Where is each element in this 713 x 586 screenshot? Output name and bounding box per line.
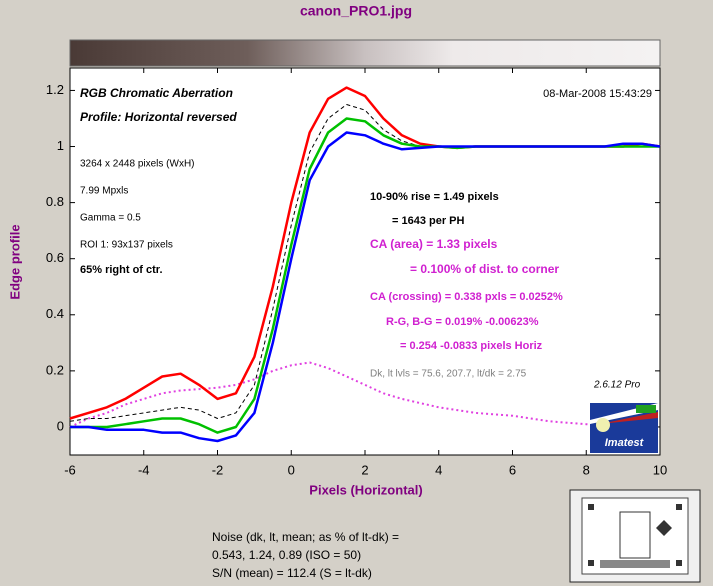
y-tick-label: 0.2	[46, 362, 64, 377]
y-tick-label: 0.6	[46, 250, 64, 265]
annotation: = 0.100% of dist. to corner	[410, 262, 559, 276]
imatest-logo: Imatest	[590, 403, 658, 453]
y-tick-label: 1.2	[46, 82, 64, 97]
chart-title: canon_PRO1.jpg	[300, 3, 412, 19]
thumbnail	[569, 489, 701, 583]
y-tick-label: 0.4	[46, 306, 64, 321]
annotation: 3264 x 2448 pixels (WxH)	[80, 159, 195, 170]
thumbnail-shape	[600, 560, 670, 568]
logo-stripe	[600, 412, 658, 424]
x-tick-label: -2	[212, 462, 224, 477]
version: 2.6.12 Pro	[593, 380, 641, 391]
plot: -6 -4 -2 0 2 4 6 8 10 0 0.2 0.4 0.6 0.8 1 1.2	[46, 68, 667, 477]
thumbnail-shape	[588, 560, 594, 566]
note: Noise (dk, lt, mean; as % of lt-dk) =	[212, 530, 399, 544]
logo-sun	[596, 418, 610, 432]
y-axis-label: Edge profile	[7, 224, 22, 299]
x-tick-label: -4	[138, 462, 150, 477]
thumbnail-shape	[619, 511, 651, 559]
x-tick-label: 8	[583, 462, 590, 477]
y-tick-label: 0.8	[46, 194, 64, 209]
x-tick-label: 6	[509, 462, 516, 477]
thumbnail-shape	[588, 504, 594, 510]
logo-text: Imatest	[605, 437, 645, 449]
annotation: 65% right of ctr.	[80, 264, 163, 276]
x-tick-label: -6	[64, 462, 76, 477]
annotation: 7.99 Mpxls	[80, 186, 128, 197]
annotation: Dk, lt lvls = 75.6, 207.7, lt/dk = 2.75	[370, 369, 527, 380]
x-tick-label: 0	[288, 462, 295, 477]
series-line	[69, 361, 661, 431]
thumbnail-shape	[676, 560, 682, 566]
annotation: Profile: Horizontal reversed	[80, 110, 237, 124]
y-tick-label: 1	[57, 138, 64, 153]
annotation: CA (area) = 1.33 pixels	[370, 237, 498, 251]
note: 0.543, 1.24, 0.89 (ISO = 50)	[212, 548, 361, 562]
thumbnail-shape	[676, 504, 682, 510]
series-line	[70, 131, 661, 443]
plot-area	[69, 67, 661, 456]
y-tick-label: 0	[57, 418, 64, 433]
edge-strip	[69, 39, 661, 67]
annotation: 08-Mar-2008 15:43:29	[543, 88, 652, 100]
x-tick-label: 10	[653, 462, 667, 477]
annotation: = 1643 per PH	[392, 215, 465, 227]
annotation: RGB Chromatic Aberration	[80, 86, 233, 100]
thumbnail-shape	[656, 520, 672, 536]
x-tick-label: 4	[435, 462, 442, 477]
annotation: CA (crossing) = 0.338 pxls = 0.0252%	[370, 291, 563, 303]
annotation: R-G, B-G = 0.019% -0.00623%	[386, 316, 539, 328]
annotation: Gamma = 0.5	[80, 213, 141, 224]
series-line	[69, 104, 660, 422]
annotation: 10-90% rise = 1.49 pixels	[370, 191, 499, 203]
x-axis-label: Pixels (Horizontal)	[309, 482, 422, 497]
note: S/N (mean) = 112.4 (S = lt-dk)	[212, 566, 372, 580]
x-tick-label: 2	[361, 462, 368, 477]
annotation: ROI 1: 93x137 pixels	[80, 240, 173, 251]
logo-stripe	[636, 405, 656, 413]
annotation: = 0.254 -0.0833 pixels Horiz	[400, 340, 543, 352]
